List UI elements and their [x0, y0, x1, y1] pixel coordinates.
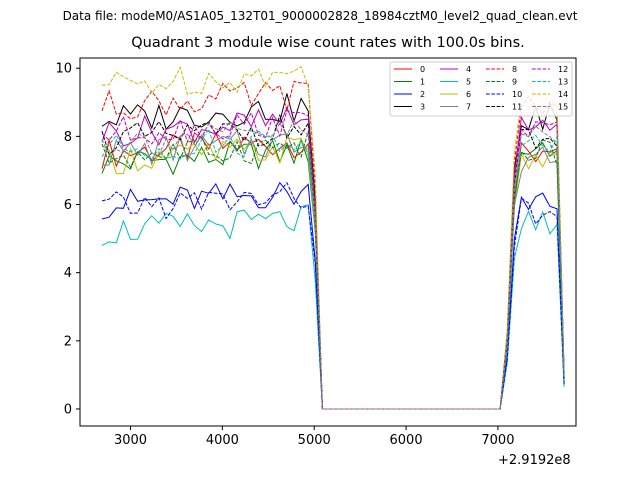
y-tick-label: 10 — [55, 62, 72, 77]
series-line-0 — [101, 132, 565, 410]
x-tick-label: 6000 — [390, 433, 423, 448]
series-line-2 — [101, 181, 565, 410]
legend-label-10: 10 — [512, 90, 522, 99]
x-tick-label: 7000 — [481, 433, 514, 448]
legend-label-6: 6 — [466, 90, 471, 99]
series-line-8 — [101, 80, 565, 410]
series-line-5 — [101, 204, 565, 410]
x-tick-label: 5000 — [298, 433, 331, 448]
legend-label-11: 11 — [512, 103, 522, 112]
series-line-3 — [101, 93, 565, 410]
legend-label-12: 12 — [558, 65, 568, 74]
series-line-10 — [101, 181, 565, 410]
series-line-1 — [101, 137, 565, 410]
legend-label-13: 13 — [558, 78, 568, 87]
series-line-7 — [102, 129, 565, 410]
legend-label-9: 9 — [512, 78, 517, 87]
y-tick-label: 4 — [64, 266, 72, 281]
series-line-14 — [101, 65, 565, 410]
legend-label-1: 1 — [420, 78, 425, 87]
data-file-suptitle: Data file: modeM0/AS1A05_132T01_90000028… — [62, 9, 578, 23]
legend-label-2: 2 — [420, 90, 425, 99]
legend-label-3: 3 — [420, 103, 425, 112]
legend-label-14: 14 — [558, 90, 568, 99]
legend-box — [389, 61, 573, 117]
y-tick-label: 6 — [64, 198, 72, 213]
x-tick-label: 3000 — [114, 433, 147, 448]
chart-title: Quadrant 3 module wise count rates with … — [131, 35, 525, 51]
plot-frame — [79, 57, 577, 427]
series-line-9 — [101, 131, 565, 410]
series-line-15 — [101, 119, 565, 410]
series-lines — [101, 65, 565, 410]
x-axis-offset-label: +2.9192e8 — [498, 453, 571, 468]
y-tick-label: 2 — [64, 334, 72, 349]
series-line-12 — [101, 110, 565, 410]
y-tick-label: 0 — [64, 402, 72, 417]
series-line-11 — [101, 113, 565, 410]
x-tick-label: 4000 — [206, 433, 239, 448]
legend-label-0: 0 — [420, 65, 425, 74]
legend-label-5: 5 — [466, 78, 471, 87]
legend-label-7: 7 — [466, 103, 471, 112]
y-tick-label: 8 — [64, 130, 72, 145]
legend-label-4: 4 — [466, 65, 471, 74]
legend-label-15: 15 — [558, 103, 568, 112]
series-line-6 — [101, 136, 565, 410]
legend-label-8: 8 — [512, 65, 517, 74]
